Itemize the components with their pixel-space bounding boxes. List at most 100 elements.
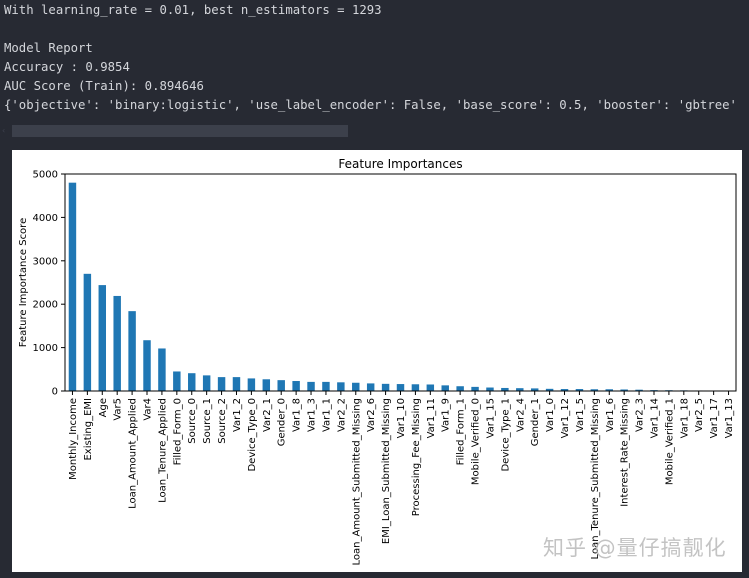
x-tick-label: Monthly_Income	[68, 398, 79, 480]
x-tick-label: Source_2	[217, 398, 228, 444]
bar	[262, 379, 271, 391]
bar	[605, 389, 613, 391]
x-tick-label: Var1_2	[232, 398, 243, 432]
scrollbar-thumb[interactable]	[12, 125, 348, 137]
bar	[143, 340, 151, 391]
x-tick-label: Var1_1	[321, 398, 332, 432]
horizontal-scrollbar[interactable]: ‹	[0, 124, 749, 138]
bar	[456, 386, 464, 391]
x-tick-label: Var1_12	[560, 398, 571, 438]
x-tick-label: Gender_0	[277, 398, 288, 446]
x-tick-label: Var1_17	[709, 398, 720, 438]
x-tick-label: Loan_Tenure_Submitted_Missing	[590, 398, 601, 559]
bar	[560, 389, 569, 391]
output-line-best-n-estimators: With learning_rate = 0.01, best n_estima…	[4, 3, 382, 17]
x-tick-label: Gender_1	[530, 398, 541, 446]
x-tick-label: EMI_Loan_Submitted_Missing	[381, 398, 392, 544]
x-tick-label: Var2_5	[694, 398, 705, 432]
x-tick-label: Var2_2	[336, 398, 347, 432]
x-tick-label: Var1_11	[426, 398, 437, 438]
x-tick-label: Filled_Form_0	[172, 398, 183, 465]
y-tick-label: 3000	[33, 256, 58, 267]
x-tick-label: Var1_14	[649, 398, 660, 438]
y-tick-label: 5000	[33, 170, 58, 181]
plot-frame	[64, 173, 737, 392]
bar-chart: Feature Importances Monthly_Income Existin…	[18, 157, 737, 565]
x-tick-label: Var1_9	[441, 398, 452, 432]
bar	[352, 382, 360, 391]
watermark: 知乎 @量仔搞靓化	[543, 536, 727, 560]
bar	[366, 383, 375, 391]
x-tick-label: Loan_Amount_Submitted_Missing	[351, 398, 362, 565]
bar	[202, 375, 211, 391]
bar	[158, 348, 166, 391]
y-tick-label: 0	[52, 387, 58, 398]
bar	[307, 381, 315, 391]
bar	[545, 388, 554, 391]
x-tick-label: Var5	[113, 398, 124, 421]
x-tick-label: Source_1	[202, 398, 213, 444]
bar	[173, 371, 181, 391]
x-tick-label: Processing_Fee_Missing	[411, 398, 422, 516]
bar	[486, 387, 494, 391]
bar	[620, 389, 628, 391]
x-tick-label: Var1_8	[292, 398, 303, 432]
bar	[113, 295, 121, 391]
x-tick-label: Var1_18	[679, 398, 690, 438]
bar	[516, 388, 524, 391]
x-tick-label: Age	[98, 398, 109, 417]
x-tick-label: Var1_5	[575, 398, 586, 432]
scroll-left-icon[interactable]: ‹	[2, 126, 6, 135]
x-tick-label: Device_Type_1	[500, 398, 511, 472]
x-tick-label: Source_0	[187, 398, 198, 444]
x-tick-label: Var2_4	[515, 398, 526, 432]
x-tick-label: Loan_Amount_Applied	[128, 398, 139, 509]
bar	[501, 387, 509, 391]
output-line-auc: AUC Score (Train): 0.894646	[4, 79, 204, 93]
x-tick-label: Existing_EMI	[83, 398, 94, 461]
bar	[381, 383, 390, 391]
output-line-accuracy: Accuracy : 0.9854	[4, 60, 130, 74]
bar	[322, 381, 330, 391]
bar	[396, 384, 405, 391]
y-tick-label: 4000	[33, 213, 58, 224]
bar	[217, 377, 226, 391]
chart-title: Feature Importances	[338, 157, 462, 171]
x-tick-label: Var2_6	[366, 398, 377, 432]
bar	[590, 389, 599, 391]
bar	[575, 389, 584, 391]
bar	[128, 311, 136, 391]
x-tick-label: Var1_3	[307, 398, 318, 432]
bar	[188, 373, 196, 391]
output-line-params: {'objective': 'binary:logistic', 'use_la…	[4, 98, 737, 112]
bar	[292, 381, 300, 391]
bar	[232, 377, 241, 391]
y-axis-label: Feature Importance Score	[18, 218, 29, 347]
x-tick-label: Mobile_Verified_0	[471, 398, 482, 485]
bar	[83, 273, 92, 391]
bar	[277, 380, 285, 391]
x-tick-label: Loan_Tenure_Applied	[157, 398, 168, 503]
x-tick-label: Device_Type_0	[247, 398, 258, 472]
y-tick-label: 1000	[33, 343, 58, 354]
x-tick-label: Filled_Form_1	[456, 398, 467, 465]
y-tick-label: 2000	[33, 300, 58, 311]
x-tick-label: Var2_1	[262, 398, 273, 432]
bar	[337, 382, 345, 391]
bar	[471, 386, 479, 391]
x-tick-label: Var4	[143, 398, 154, 421]
feature-importance-figure: Feature Importances Monthly_Income Existin…	[12, 150, 742, 572]
bar	[411, 384, 420, 391]
x-tick-label: Var1_6	[605, 398, 616, 432]
x-tick-label: Var1_15	[485, 398, 496, 438]
x-tick-label: Var1_10	[396, 398, 407, 438]
bar	[68, 182, 77, 391]
x-tick-label: Var2_3	[635, 398, 646, 432]
output-line-model-report: Model Report	[4, 41, 93, 55]
x-tick-label: Mobile_Verified_1	[664, 398, 675, 485]
bar	[98, 285, 107, 391]
x-tick-label: Interest_Rate_Missing	[620, 398, 631, 507]
x-tick-label: Var1_13	[724, 398, 735, 438]
bar	[441, 385, 449, 391]
bar	[426, 384, 435, 391]
